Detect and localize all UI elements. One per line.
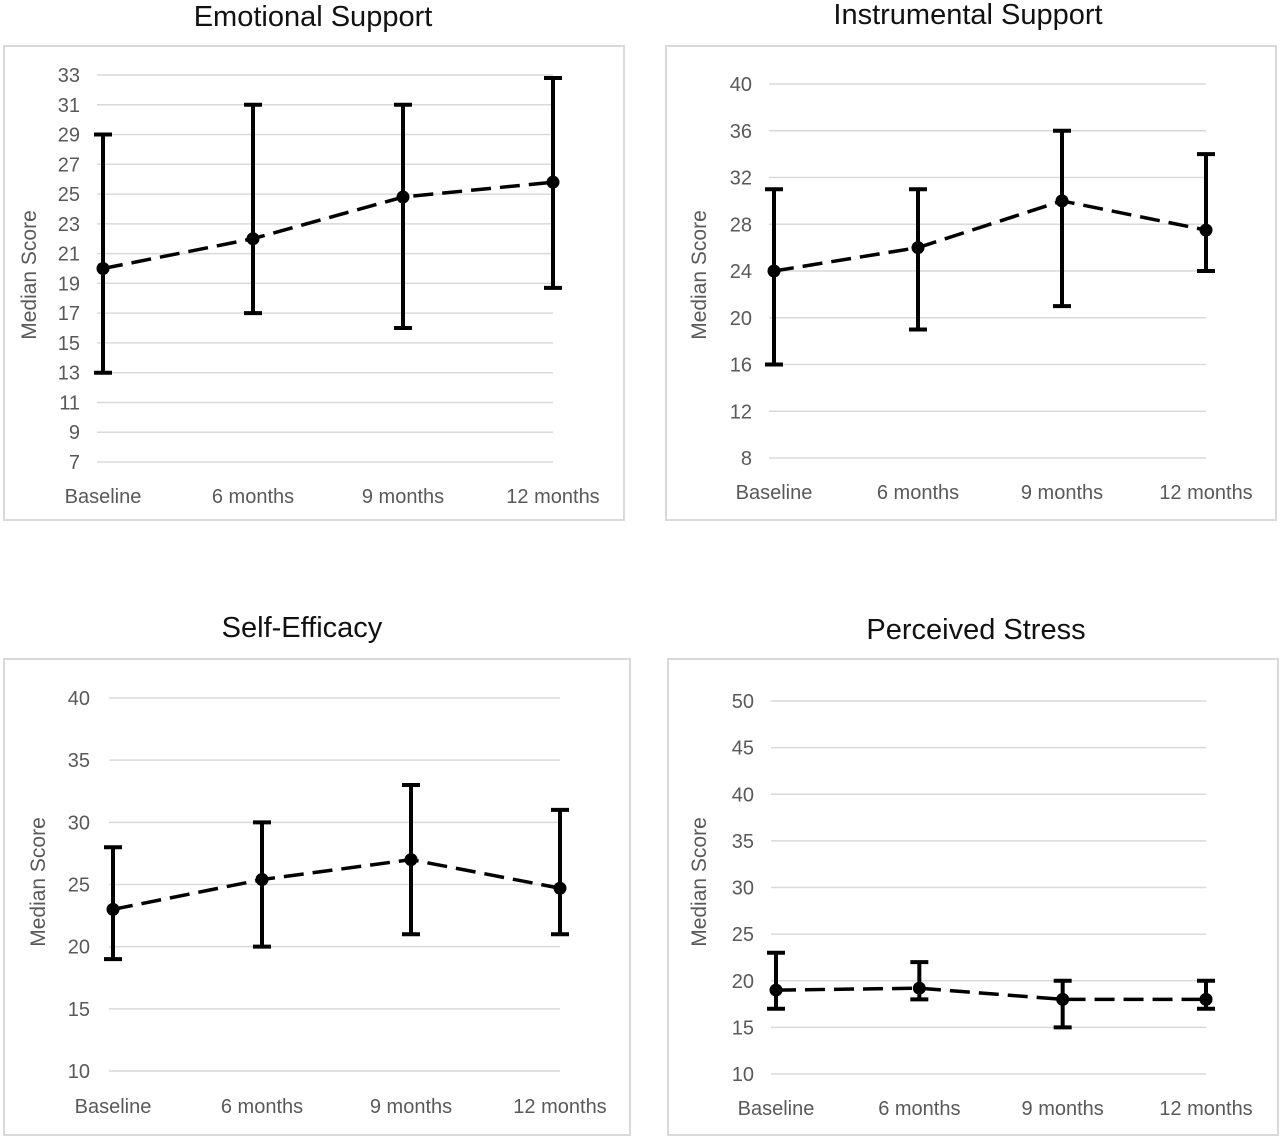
chart-frame-self-efficacy	[3, 658, 631, 1136]
y-tick-emotional-support-17: 17	[58, 303, 80, 325]
x-tick-emotional-support-3: 12 months	[506, 486, 599, 508]
y-tick-emotional-support-25: 25	[58, 184, 80, 206]
y-tick-emotional-support-23: 23	[58, 214, 80, 236]
data-point-emotional-support-1	[246, 232, 260, 246]
chart-frame-instrumental-support	[665, 45, 1277, 521]
y-tick-instrumental-support-20: 20	[730, 308, 752, 330]
y-tick-instrumental-support-8: 8	[741, 448, 752, 470]
y-tick-self-efficacy-25: 25	[68, 875, 90, 897]
x-tick-emotional-support-2: 9 months	[362, 486, 444, 508]
chart-title-self-efficacy: Self-Efficacy	[221, 612, 383, 644]
data-point-instrumental-support-2	[1055, 194, 1069, 208]
data-point-perceived-stress-0	[769, 983, 783, 997]
y-tick-emotional-support-29: 29	[58, 125, 80, 147]
y-tick-perceived-stress-35: 35	[732, 831, 754, 853]
y-tick-instrumental-support-40: 40	[730, 74, 752, 96]
y-tick-instrumental-support-36: 36	[730, 121, 752, 143]
y-tick-emotional-support-31: 31	[58, 95, 80, 117]
y-tick-perceived-stress-30: 30	[732, 878, 754, 900]
data-point-instrumental-support-0	[767, 264, 781, 278]
data-point-self-efficacy-0	[106, 902, 120, 916]
chart-frame-emotional-support	[3, 45, 625, 521]
data-point-perceived-stress-3	[1199, 992, 1213, 1006]
x-tick-self-efficacy-1: 6 months	[221, 1096, 303, 1118]
y-tick-emotional-support-33: 33	[58, 65, 80, 87]
y-tick-emotional-support-13: 13	[58, 363, 80, 385]
data-point-emotional-support-3	[546, 175, 560, 189]
x-tick-perceived-stress-3: 12 months	[1159, 1098, 1252, 1120]
series-line-perceived-stress	[775, 986, 1206, 1002]
series-line-self-efficacy	[112, 857, 561, 912]
y-tick-perceived-stress-25: 25	[732, 924, 754, 946]
x-tick-instrumental-support-2: 9 months	[1021, 482, 1103, 504]
y-tick-emotional-support-27: 27	[58, 154, 80, 176]
y-tick-self-efficacy-10: 10	[68, 1061, 90, 1083]
y-tick-self-efficacy-15: 15	[68, 999, 90, 1021]
x-tick-self-efficacy-2: 9 months	[370, 1096, 452, 1118]
chart-title-emotional-support: Emotional Support	[193, 1, 433, 33]
chart-title-perceived-stress: Perceived Stress	[866, 614, 1086, 646]
y-tick-perceived-stress-50: 50	[732, 691, 754, 713]
y-tick-instrumental-support-16: 16	[730, 355, 752, 377]
x-tick-perceived-stress-0: Baseline	[738, 1098, 815, 1120]
y-tick-perceived-stress-15: 15	[732, 1017, 754, 1039]
y-tick-emotional-support-19: 19	[58, 273, 80, 295]
x-tick-instrumental-support-0: Baseline	[736, 482, 813, 504]
x-tick-self-efficacy-3: 12 months	[513, 1096, 606, 1118]
data-point-self-efficacy-2	[404, 853, 418, 867]
x-tick-perceived-stress-1: 6 months	[878, 1098, 960, 1120]
y-axis-label-perceived-stress: Median Score	[688, 817, 711, 947]
y-tick-self-efficacy-30: 30	[68, 812, 90, 834]
y-tick-self-efficacy-35: 35	[68, 750, 90, 772]
series-line-emotional-support	[102, 180, 554, 271]
y-tick-self-efficacy-40: 40	[68, 688, 90, 710]
data-point-instrumental-support-1	[911, 241, 925, 255]
data-point-emotional-support-2	[396, 190, 410, 204]
x-tick-instrumental-support-1: 6 months	[877, 482, 959, 504]
data-point-emotional-support-0	[96, 262, 110, 275]
data-point-perceived-stress-1	[912, 981, 926, 995]
y-axis-label-instrumental-support: Median Score	[688, 210, 711, 340]
y-tick-emotional-support-15: 15	[58, 333, 80, 355]
y-axis-label-emotional-support: Median Score	[18, 210, 41, 340]
x-tick-perceived-stress-2: 9 months	[1022, 1098, 1104, 1120]
y-tick-emotional-support-9: 9	[69, 422, 80, 444]
y-tick-perceived-stress-45: 45	[732, 738, 754, 760]
y-tick-self-efficacy-20: 20	[68, 937, 90, 959]
y-tick-instrumental-support-28: 28	[730, 214, 752, 236]
y-tick-emotional-support-21: 21	[58, 244, 80, 266]
y-tick-perceived-stress-40: 40	[732, 784, 754, 806]
data-point-perceived-stress-2	[1056, 992, 1070, 1006]
data-point-self-efficacy-3	[553, 881, 567, 895]
data-point-instrumental-support-3	[1199, 223, 1213, 237]
y-axis-label-self-efficacy: Median Score	[27, 817, 50, 947]
x-tick-instrumental-support-3: 12 months	[1159, 482, 1252, 504]
y-tick-instrumental-support-12: 12	[730, 401, 752, 423]
y-tick-perceived-stress-20: 20	[732, 971, 754, 993]
y-tick-instrumental-support-24: 24	[730, 261, 752, 283]
x-tick-emotional-support-0: Baseline	[65, 486, 142, 508]
chart-title-instrumental-support: Instrumental Support	[833, 0, 1103, 31]
y-tick-emotional-support-11: 11	[59, 392, 80, 414]
chart-frame-perceived-stress	[667, 658, 1279, 1136]
x-tick-emotional-support-1: 6 months	[212, 486, 294, 508]
y-tick-instrumental-support-32: 32	[730, 168, 752, 190]
y-tick-emotional-support-7: 7	[69, 452, 80, 474]
x-tick-self-efficacy-0: Baseline	[75, 1096, 152, 1118]
y-tick-perceived-stress-10: 10	[732, 1064, 754, 1086]
series-line-instrumental-support	[773, 199, 1207, 273]
data-point-self-efficacy-1	[255, 873, 269, 887]
